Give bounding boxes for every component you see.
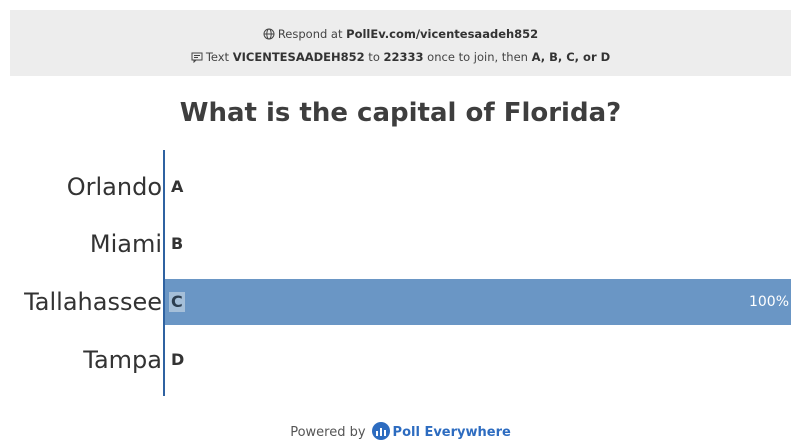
- answer-row: Tampa D: [10, 337, 791, 383]
- answer-percentage: 100%: [748, 294, 789, 310]
- answer-label: Tampa: [83, 346, 162, 374]
- globe-icon: [263, 28, 275, 40]
- instructions-bar: Respond at PollEv.com/vicentesaadeh852 T…: [10, 10, 791, 76]
- answer-bar: [165, 279, 791, 325]
- text-instruction: Text VICENTESAADEH852 to 22333 once to j…: [10, 50, 791, 64]
- sms-icon: [191, 52, 203, 63]
- answer-label: Miami: [89, 230, 162, 258]
- footer: Powered by Poll Everywhere: [10, 422, 791, 440]
- brand-name[interactable]: Poll Everywhere: [392, 425, 511, 440]
- answer-letter: D: [171, 350, 185, 369]
- poll-everywhere-logo-icon: [371, 422, 390, 440]
- poll-frame: Respond at PollEv.com/vicentesaadeh852 T…: [10, 10, 791, 444]
- chart-axis: [163, 150, 165, 396]
- question-title: What is the capital of Florida?: [179, 98, 622, 128]
- answer-row: Tallahassee C 100%: [10, 279, 791, 325]
- text-options: A, B, C, or D: [531, 50, 611, 64]
- answer-row: Miami B: [10, 221, 791, 267]
- respond-instruction: Respond at PollEv.com/vicentesaadeh852: [10, 27, 791, 41]
- answer-label: Tallahassee: [24, 288, 162, 316]
- answer-letter: B: [171, 234, 184, 253]
- answer-row: Orlando A: [10, 164, 791, 210]
- powered-by-text: Powered by: [290, 425, 366, 440]
- respond-url[interactable]: PollEv.com/vicentesaadeh852: [346, 27, 539, 41]
- answer-letter: A: [171, 177, 184, 196]
- text-number: 22333: [383, 50, 424, 64]
- answer-letter: C: [169, 292, 185, 312]
- answer-label: Orlando: [66, 173, 162, 201]
- text-code: VICENTESAADEH852: [232, 50, 365, 64]
